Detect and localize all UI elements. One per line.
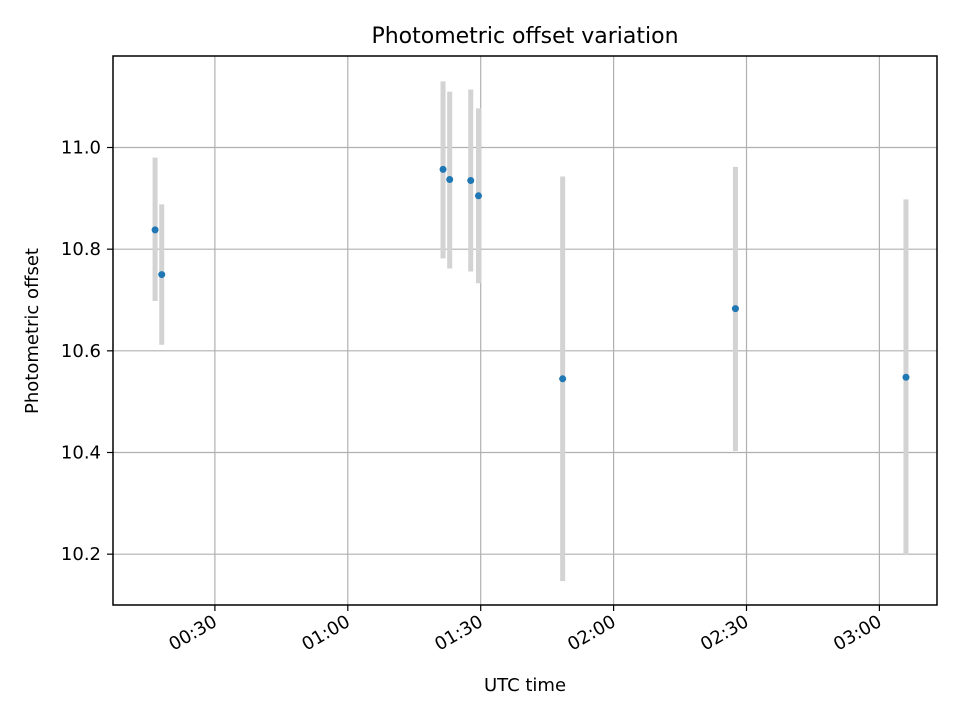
x-tick-label: 02:30	[697, 611, 752, 655]
x-axis-label: UTC time	[484, 675, 566, 696]
data-point	[158, 271, 166, 279]
data-point	[439, 165, 447, 173]
data-point	[467, 177, 475, 185]
data-point	[446, 176, 454, 184]
x-tick-label: 01:30	[431, 611, 486, 655]
y-tick-label: 11.0	[61, 138, 101, 159]
x-tick-label: 00:30	[165, 611, 220, 655]
chart-title: Photometric offset variation	[371, 24, 678, 49]
grid-layer	[113, 56, 937, 605]
point-layer	[151, 165, 910, 383]
y-tick-label: 10.8	[61, 239, 101, 260]
x-tick-label: 01:00	[298, 611, 353, 655]
y-axis-label: Photometric offset	[22, 248, 43, 414]
data-point	[474, 192, 482, 200]
y-tick-label: 10.2	[61, 544, 101, 565]
plot-frame	[112, 55, 938, 606]
errorbar-layer	[152, 81, 909, 582]
data-point	[902, 373, 910, 381]
data-point	[559, 375, 567, 383]
data-point	[151, 226, 159, 234]
x-tick-label: 03:00	[830, 611, 885, 655]
data-point	[731, 305, 739, 313]
x-tick-label: 02:00	[564, 611, 619, 655]
y-tick-label: 10.4	[61, 443, 101, 464]
y-tick-label: 10.6	[61, 341, 101, 362]
